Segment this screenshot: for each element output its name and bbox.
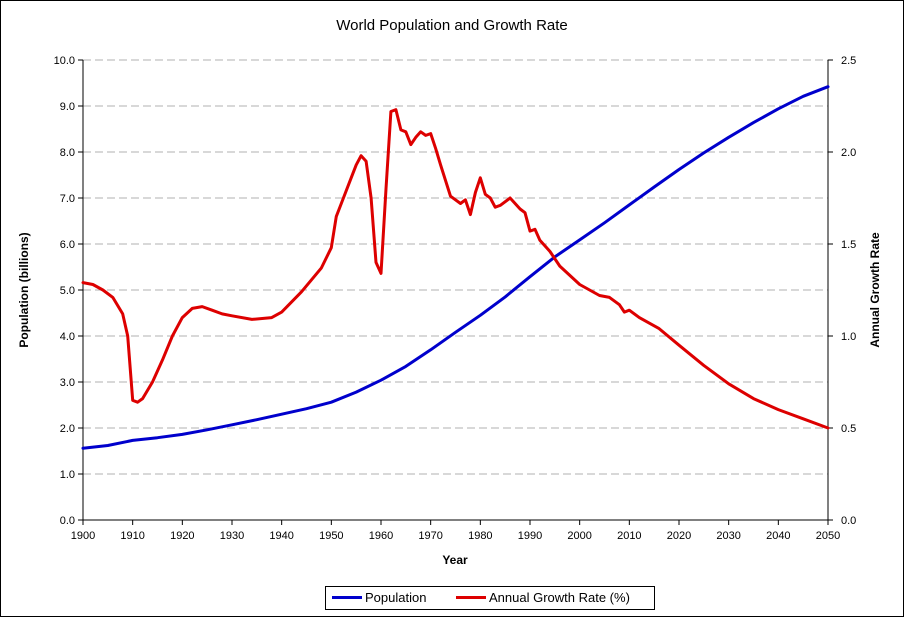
x-tick-label: 2010 [617,530,641,542]
x-axis-title: Year [442,553,468,567]
x-tick-label: 1980 [468,530,492,542]
growth-rate-line [81,108,830,430]
series-lines [81,85,830,450]
x-tick-label: 1950 [319,530,343,542]
y-tick-label: 1.0 [60,469,75,481]
x-tick-label: 1930 [220,530,244,542]
legend-label-population: Population [365,590,427,605]
y-tick-labels: 0.0 1.0 2.0 3.0 4.0 5.0 6.0 7.0 8.0 9.0 10.0 [54,55,75,527]
y2-tick-label: 1.0 [841,331,856,343]
x-tick-label: 1910 [120,530,144,542]
x-tick-label: 1920 [170,530,194,542]
x-tick-label: 1970 [418,530,442,542]
population-line [81,85,830,450]
y-tick-label: 2.0 [60,423,75,435]
gridlines [83,59,828,475]
y-tick-label: 0.0 [60,515,75,527]
y2-tick-labels: 0.0 0.5 1.0 1.5 2.0 2.5 [841,55,856,527]
y2-tick-label: 2.5 [841,55,856,67]
chart-title: World Population and Growth Rate [336,17,568,34]
y-tick-label: 4.0 [60,331,75,343]
x-tick-label: 1960 [369,530,393,542]
y-tick-label: 5.0 [60,285,75,297]
y-tick-label: 10.0 [54,55,75,67]
x-tick-labels: 1900 1910 1920 1930 1940 1950 1960 1970 1980 1990… [71,530,840,542]
y-tick-label: 3.0 [60,377,75,389]
y2-axis-title: Annual Growth Rate [868,232,882,348]
x-tick-label: 1900 [71,530,95,542]
legend: Population Annual Growth Rate (%) [325,586,655,610]
legend-swatch-population [332,596,362,599]
legend-swatch-growth-rate [456,596,486,599]
y2-tick-label: 0.0 [841,515,856,527]
y-tick-label: 9.0 [60,101,75,113]
x-tick-label: 2050 [816,530,840,542]
y-axis-title: Population (billions) [17,232,31,347]
x-tick-label: 2040 [766,530,790,542]
x-tick-label: 2020 [667,530,691,542]
y2-tick-label: 2.0 [841,147,856,159]
y-tick-label: 8.0 [60,147,75,159]
legend-item-population: Population [332,590,426,605]
y2-tick-label: 1.5 [841,239,856,251]
x-tick-label: 2000 [567,530,591,542]
x-tick-label: 1940 [269,530,293,542]
axes [78,59,833,525]
x-tick-label: 1990 [518,530,542,542]
x-tick-label: 2030 [716,530,740,542]
y-tick-label: 6.0 [60,239,75,251]
legend-label-growth-rate: Annual Growth Rate (%) [489,590,630,605]
y2-tick-label: 0.5 [841,423,856,435]
legend-item-growth-rate: Annual Growth Rate (%) [456,590,630,605]
y-tick-label: 7.0 [60,193,75,205]
